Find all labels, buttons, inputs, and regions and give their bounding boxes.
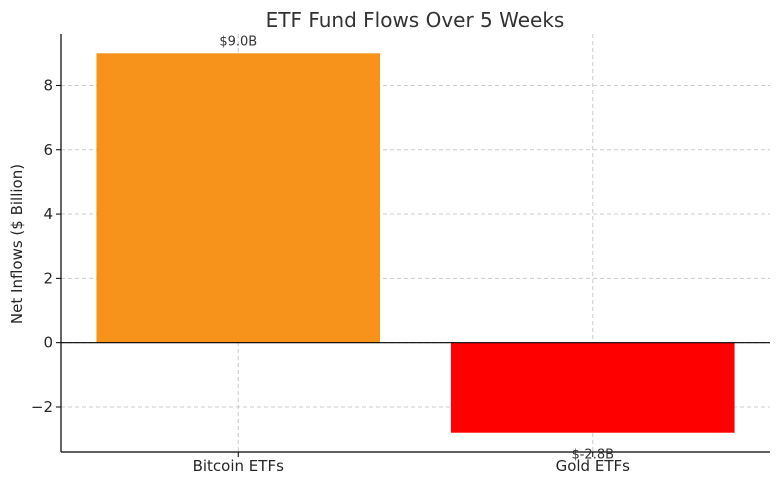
chart-title: ETF Fund Flows Over 5 Weeks [266,8,565,32]
y-axis-label: Net Inflows ($ Billion) [8,164,26,324]
data-label: $-2.8B [571,448,614,463]
labels: −2 0 2 4 6 8 Bitcoin ETFs Gold ETFs $9.0B $-2.8B [31,34,630,475]
y-tick-label: −2 [31,398,53,416]
y-tick-label: 8 [43,76,53,94]
y-tick-label: 0 [43,334,53,352]
y-tick-label: 2 [43,269,53,287]
x-tick-label: Gold ETFs [556,457,631,475]
bar-bitcoin-etfs [96,53,381,343]
bars [96,53,735,433]
axes [56,34,770,457]
x-tick-label: Bitcoin ETFs [193,457,284,475]
y-tick-label: 4 [43,205,53,223]
data-label: $9.0B [219,34,257,49]
bar-gold-etfs [450,342,735,433]
y-tick-label: 6 [43,141,53,159]
